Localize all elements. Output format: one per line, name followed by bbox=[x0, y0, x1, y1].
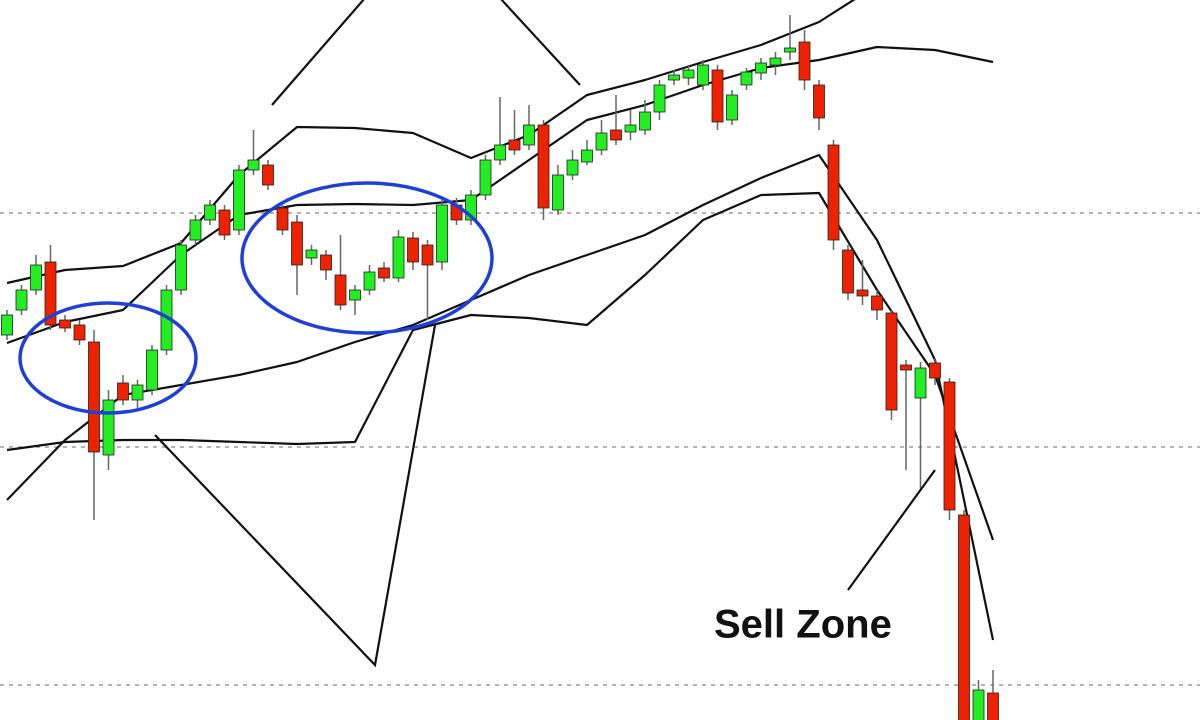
candle-body bbox=[856, 289, 869, 297]
candle-body bbox=[392, 236, 405, 279]
pointer-line bbox=[847, 469, 936, 591]
candle-body bbox=[465, 194, 477, 221]
candle-body bbox=[552, 174, 564, 211]
candle-body bbox=[682, 69, 695, 79]
candle-body bbox=[407, 237, 419, 263]
candle-body bbox=[247, 159, 260, 171]
candle-body bbox=[436, 204, 448, 263]
grid bbox=[0, 212, 1200, 686]
candle-body bbox=[697, 64, 709, 86]
band-line bbox=[6, 153, 995, 641]
candles bbox=[1, 15, 999, 720]
candle-body bbox=[30, 264, 42, 291]
candle-body bbox=[117, 382, 129, 401]
candle-body bbox=[972, 689, 985, 720]
highlight-ellipse bbox=[18, 301, 198, 415]
candle-body bbox=[987, 692, 999, 720]
zigzag-line bbox=[500, 0, 581, 86]
candle-body bbox=[610, 129, 622, 141]
candle-body bbox=[827, 144, 840, 241]
candle-body bbox=[189, 219, 202, 241]
candle-body bbox=[59, 319, 71, 329]
candle-body bbox=[639, 111, 651, 131]
candle-body bbox=[784, 47, 796, 53]
candle-body bbox=[378, 267, 390, 279]
candle-body bbox=[349, 289, 361, 301]
candle-body bbox=[769, 57, 782, 66]
candle-body bbox=[320, 254, 332, 271]
candle-body bbox=[653, 84, 666, 113]
zigzag-line bbox=[271, 0, 365, 106]
candle-body bbox=[624, 124, 637, 133]
candle-body bbox=[581, 149, 593, 163]
candle-body bbox=[421, 244, 434, 266]
candle-body bbox=[566, 159, 579, 176]
candle-body bbox=[595, 132, 608, 151]
candle-body bbox=[508, 139, 521, 151]
candle-body bbox=[755, 62, 767, 74]
candle-body bbox=[929, 362, 941, 379]
candle-body bbox=[711, 69, 724, 123]
candle-body bbox=[537, 124, 550, 209]
candle-body bbox=[262, 164, 274, 186]
zigzag-line bbox=[154, 324, 437, 668]
candle-body bbox=[668, 74, 680, 81]
band-line bbox=[6, 0, 856, 285]
candle-body bbox=[102, 399, 115, 456]
candle-body bbox=[943, 381, 956, 511]
candle-body bbox=[175, 244, 187, 291]
candle-body bbox=[305, 249, 318, 259]
candle-body bbox=[233, 169, 245, 231]
candle-body bbox=[204, 204, 216, 221]
candle-body bbox=[798, 41, 811, 81]
candle-body bbox=[131, 384, 144, 401]
annotations: Sell Zone bbox=[18, 0, 936, 668]
band-line bbox=[6, 45, 994, 345]
candle-body bbox=[494, 144, 506, 161]
candle-body bbox=[73, 324, 86, 341]
candle-body bbox=[842, 249, 854, 294]
candle-body bbox=[44, 261, 57, 326]
candle-body bbox=[914, 367, 927, 399]
candle-body bbox=[218, 209, 231, 236]
candle-body bbox=[523, 124, 535, 146]
candle-body bbox=[900, 364, 912, 371]
candle-body bbox=[1, 314, 13, 336]
highlight-ellipse bbox=[240, 181, 494, 335]
candle-body bbox=[871, 295, 883, 311]
candle-body bbox=[88, 341, 100, 453]
candle-body bbox=[813, 84, 825, 119]
candle-body bbox=[363, 271, 376, 291]
candle-body bbox=[958, 514, 970, 720]
candle-body bbox=[334, 274, 347, 306]
candle-body bbox=[740, 71, 753, 86]
annotation: Sell Zone bbox=[714, 603, 892, 647]
candle-body bbox=[479, 159, 492, 196]
bands bbox=[6, 0, 995, 641]
candle-body bbox=[146, 349, 158, 391]
candle-body bbox=[291, 221, 303, 266]
candle-body bbox=[885, 312, 898, 411]
candle-body bbox=[276, 207, 289, 231]
candle-body bbox=[15, 289, 28, 311]
candle-body bbox=[726, 94, 738, 121]
